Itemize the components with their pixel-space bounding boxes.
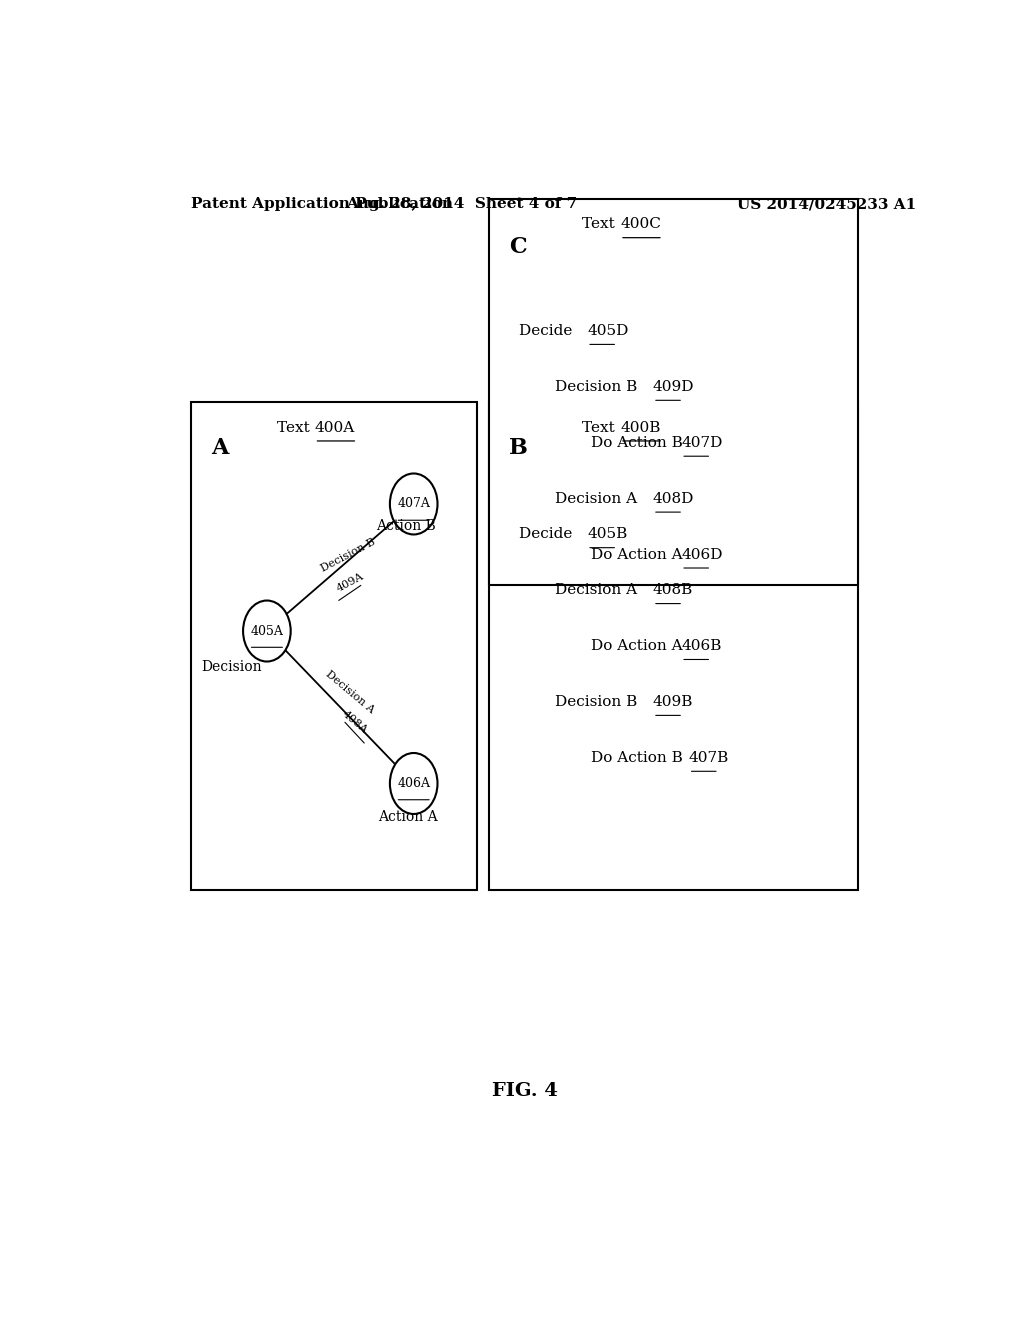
Bar bbox=[191, 403, 477, 890]
Text: Do Action A: Do Action A bbox=[591, 548, 687, 562]
Text: 407D: 407D bbox=[681, 436, 723, 450]
Bar bbox=[489, 199, 858, 585]
Text: Decision B: Decision B bbox=[555, 696, 652, 709]
Text: 407B: 407B bbox=[689, 751, 729, 766]
Text: Text: Text bbox=[583, 218, 620, 231]
Text: Decision: Decision bbox=[201, 660, 262, 673]
Text: 405D: 405D bbox=[587, 325, 629, 338]
Text: Decide: Decide bbox=[519, 528, 587, 541]
Text: 405B: 405B bbox=[587, 528, 628, 541]
Text: Decision A: Decision A bbox=[555, 583, 651, 598]
Text: 409A: 409A bbox=[335, 572, 366, 594]
Text: C: C bbox=[509, 236, 526, 257]
Text: Decision B: Decision B bbox=[319, 537, 377, 574]
Text: Decide: Decide bbox=[519, 325, 587, 338]
Text: Decision B: Decision B bbox=[555, 380, 652, 395]
Circle shape bbox=[390, 752, 437, 814]
Text: 408D: 408D bbox=[653, 492, 694, 506]
Text: Patent Application Publication: Patent Application Publication bbox=[191, 197, 454, 211]
Text: 406A: 406A bbox=[397, 777, 430, 789]
Circle shape bbox=[390, 474, 437, 535]
Text: 406D: 406D bbox=[681, 548, 723, 562]
Text: Text: Text bbox=[583, 421, 620, 434]
Text: Do Action B: Do Action B bbox=[591, 751, 692, 766]
Text: FIG. 4: FIG. 4 bbox=[492, 1082, 558, 1101]
Text: Action A: Action A bbox=[378, 810, 437, 824]
Text: 409B: 409B bbox=[653, 696, 693, 709]
Circle shape bbox=[243, 601, 291, 661]
Text: 409D: 409D bbox=[653, 380, 694, 395]
Text: Action B: Action B bbox=[376, 519, 435, 533]
Text: Decision A: Decision A bbox=[324, 669, 376, 715]
Text: Decision A: Decision A bbox=[555, 492, 651, 506]
Text: A: A bbox=[211, 437, 228, 459]
Text: 400B: 400B bbox=[620, 421, 660, 434]
Bar bbox=[489, 403, 858, 890]
Text: Do Action A: Do Action A bbox=[591, 639, 687, 653]
Text: US 2014/0245233 A1: US 2014/0245233 A1 bbox=[736, 197, 916, 211]
Text: Do Action B: Do Action B bbox=[591, 436, 687, 450]
Text: 406B: 406B bbox=[681, 639, 722, 653]
Text: 405A: 405A bbox=[251, 624, 284, 638]
Text: B: B bbox=[509, 437, 527, 459]
Text: 400C: 400C bbox=[620, 218, 660, 231]
Text: 408A: 408A bbox=[340, 709, 369, 735]
Text: 407A: 407A bbox=[397, 498, 430, 511]
Text: Text: Text bbox=[276, 421, 314, 434]
Text: 400A: 400A bbox=[314, 421, 354, 434]
Text: 408B: 408B bbox=[653, 583, 693, 598]
Text: Aug. 28, 2014  Sheet 4 of 7: Aug. 28, 2014 Sheet 4 of 7 bbox=[346, 197, 577, 211]
